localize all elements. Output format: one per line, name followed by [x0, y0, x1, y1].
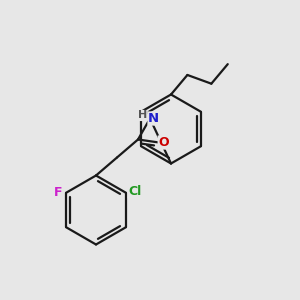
Text: F: F — [54, 186, 63, 199]
Text: H: H — [138, 110, 147, 121]
Text: Cl: Cl — [128, 185, 142, 198]
Text: O: O — [158, 136, 169, 149]
Text: N: N — [148, 112, 159, 125]
